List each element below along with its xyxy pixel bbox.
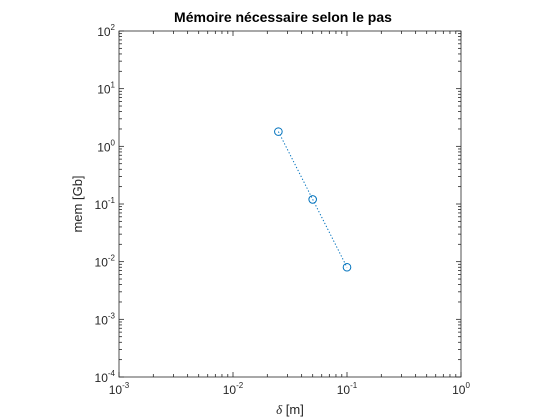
series-line <box>277 131 348 268</box>
tick-exponent: -3 <box>122 381 130 390</box>
tick-base: 10 <box>337 383 351 397</box>
tick-base: 10 <box>95 198 109 212</box>
data-point <box>308 195 317 204</box>
tick-exponent: 0 <box>111 138 116 147</box>
tick-exponent: 1 <box>111 81 116 90</box>
tick-base: 10 <box>97 140 111 154</box>
y-tick-label: 102 <box>97 23 115 39</box>
tick-exponent: 2 <box>111 23 116 32</box>
tick-base: 10 <box>95 313 109 327</box>
chart-title: Mémoire nécessaire selon le pas <box>174 9 392 25</box>
y-axis-label: mem [Gb] <box>70 175 85 232</box>
tick-exponent: -1 <box>108 196 116 205</box>
tick-base: 10 <box>95 256 109 270</box>
x-axis-label: δ [m] <box>276 402 304 417</box>
tick-exponent: -1 <box>350 381 358 390</box>
x-tick-label: 10-2 <box>223 381 244 397</box>
data-point <box>342 262 352 272</box>
tick-exponent: -2 <box>236 381 244 390</box>
tick-base: 10 <box>97 83 111 97</box>
x-tick-label: 10-1 <box>337 381 358 397</box>
tick-base: 10 <box>95 371 109 385</box>
x-tick-label: 10-3 <box>109 381 130 397</box>
x-axis-unit: [m] <box>282 402 304 417</box>
y-tick-label: 10-1 <box>95 196 116 212</box>
tick-base: 10 <box>452 383 466 397</box>
plot-area <box>118 30 462 378</box>
x-axis-symbol: δ <box>276 402 283 417</box>
tick-base: 10 <box>97 25 111 39</box>
y-tick-label: 10-2 <box>95 254 116 270</box>
x-tick-label: 100 <box>452 381 470 397</box>
tick-exponent: 0 <box>465 381 470 390</box>
y-tick-label: 10-3 <box>95 311 116 327</box>
y-tick-label: 101 <box>97 81 115 97</box>
tick-exponent: -3 <box>108 311 116 320</box>
tick-exponent: -2 <box>108 254 116 263</box>
tick-exponent: -4 <box>108 369 116 378</box>
y-tick-label: 100 <box>97 138 115 154</box>
y-tick-label: 10-4 <box>95 369 116 385</box>
tick-base: 10 <box>223 383 237 397</box>
data-point <box>274 127 283 136</box>
tick-base: 10 <box>109 383 123 397</box>
series-layer <box>274 127 352 272</box>
